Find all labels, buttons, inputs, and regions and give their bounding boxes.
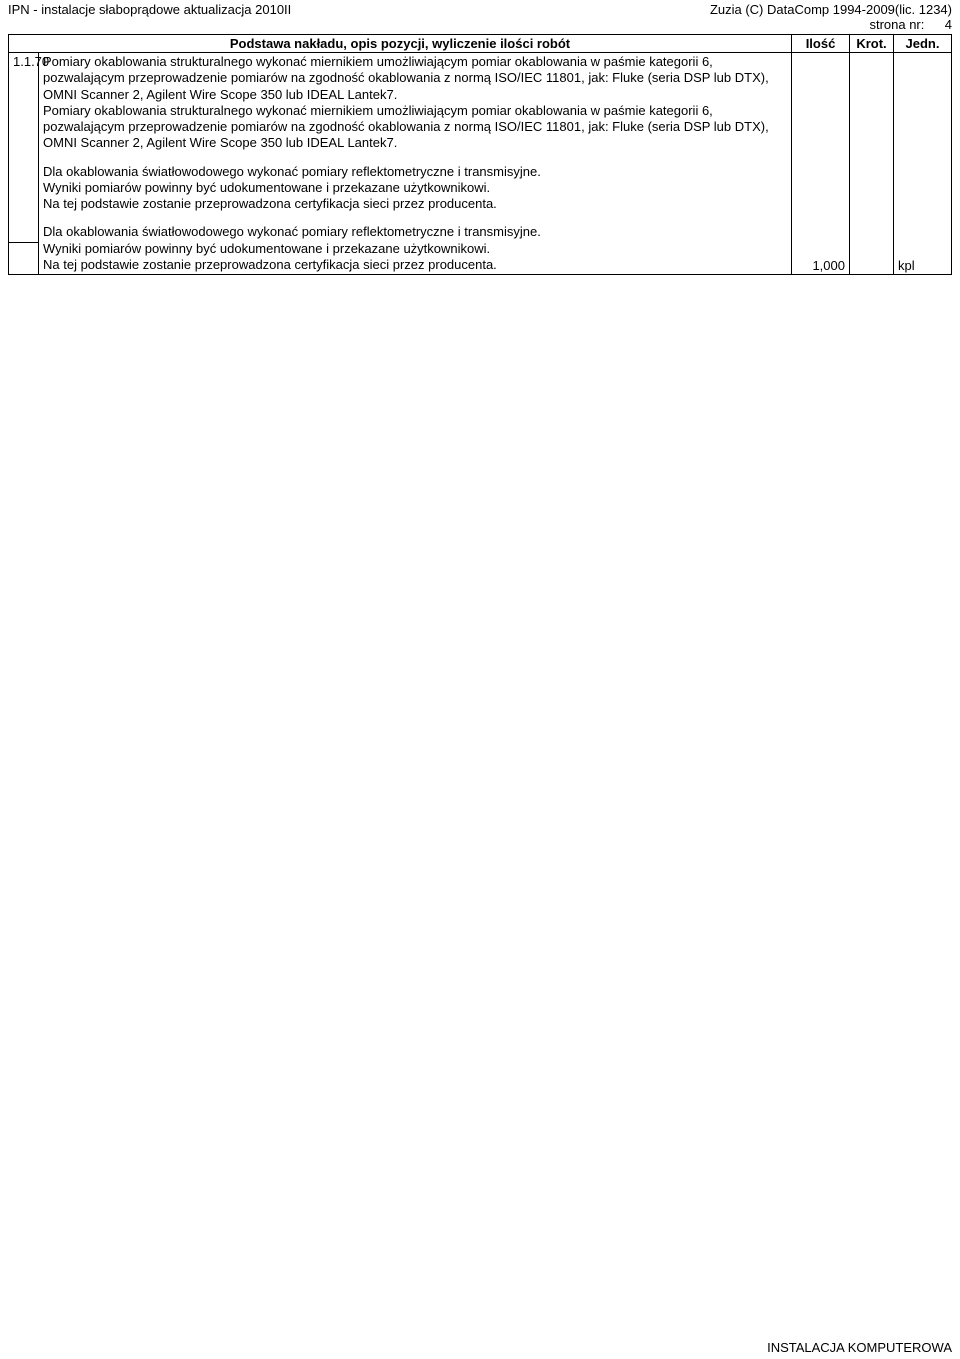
row-krot — [850, 53, 894, 275]
spacer — [43, 212, 787, 224]
col-krot: Krot. — [850, 35, 894, 53]
row-description: Pomiary okablowania strukturalnego wykon… — [39, 53, 792, 275]
col-desc: Podstawa nakładu, opis pozycji, wyliczen… — [9, 35, 792, 53]
cost-table: Podstawa nakładu, opis pozycji, wyliczen… — [8, 34, 952, 275]
app-credit: Zuzia (C) DataComp 1994-2009(lic. 1234) — [710, 2, 952, 17]
desc-paragraph: Wyniki pomiarów powinny być udokumentowa… — [43, 180, 787, 196]
page-number: 4 — [928, 17, 952, 32]
page-info: strona nr: 4 — [0, 17, 960, 34]
col-qty: Ilość — [792, 35, 850, 53]
row-qty: 1,000 — [792, 53, 850, 275]
desc-paragraph: Pomiary okablowania strukturalnego wykon… — [43, 54, 787, 103]
desc-paragraph: Wyniki pomiarów powinny być udokumentowa… — [43, 241, 787, 257]
desc-paragraph: Dla okablowania światłowodowego wykonać … — [43, 224, 787, 240]
doc-title: IPN - instalacje słaboprądowe aktualizac… — [8, 2, 291, 17]
table-header-row: Podstawa nakładu, opis pozycji, wyliczen… — [9, 35, 952, 53]
desc-paragraph: Pomiary okablowania strukturalnego wykon… — [43, 103, 787, 152]
desc-paragraph: Dla okablowania światłowodowego wykonać … — [43, 164, 787, 180]
desc-paragraph: Na tej podstawie zostanie przeprowadzona… — [43, 257, 787, 273]
row-number: 1.1.70 — [9, 53, 39, 243]
header-row: IPN - instalacje słaboprądowe aktualizac… — [0, 0, 960, 17]
table-row: 1.1.70 Pomiary okablowania strukturalneg… — [9, 53, 952, 243]
col-unit: Jedn. — [894, 35, 952, 53]
desc-paragraph: Na tej podstawie zostanie przeprowadzona… — [43, 196, 787, 212]
row-number-empty — [9, 243, 39, 275]
row-unit: kpl — [894, 53, 952, 275]
spacer — [43, 152, 787, 164]
page-label: strona nr: — [869, 17, 924, 32]
footer-text: INSTALACJA KOMPUTEROWA — [767, 1340, 952, 1355]
